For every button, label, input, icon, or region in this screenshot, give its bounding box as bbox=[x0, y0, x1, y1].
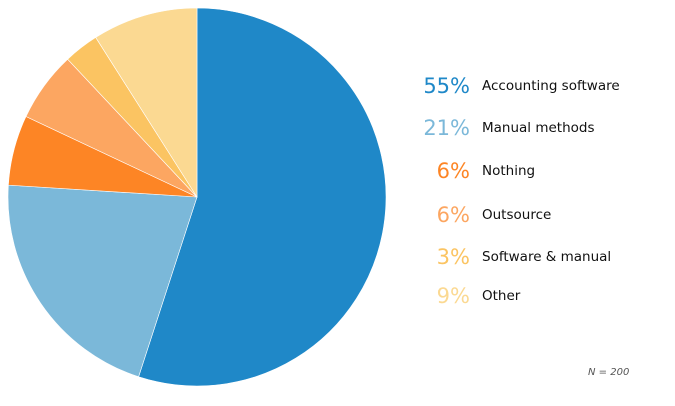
legend-value: 21% bbox=[423, 116, 470, 140]
legend-item-nothing: 6% Nothing bbox=[410, 157, 535, 185]
legend-label: Accounting software bbox=[482, 78, 620, 94]
legend-item-accounting-software: 55% Accounting software bbox=[410, 72, 620, 100]
legend-item-outsource: 6% Outsource bbox=[410, 201, 552, 229]
legend-item-manual-methods: 21% Manual methods bbox=[410, 114, 595, 142]
legend-value: 9% bbox=[436, 284, 470, 308]
legend-label: Manual methods bbox=[482, 120, 595, 136]
legend-value: 3% bbox=[436, 245, 470, 269]
sample-size-note: N = 200 bbox=[588, 367, 630, 378]
legend-item-other: 9% Other bbox=[410, 282, 521, 310]
legend: 55% Accounting software 21% Manual metho… bbox=[410, 0, 670, 406]
pie-slice-manual-methods bbox=[7, 184, 198, 378]
legend-label: Software & manual bbox=[482, 249, 612, 265]
pie-chart bbox=[7, 7, 387, 387]
legend-label: Nothing bbox=[482, 163, 536, 179]
legend-label: Other bbox=[482, 288, 521, 304]
legend-value: 6% bbox=[436, 203, 470, 227]
pie-slice-other bbox=[95, 7, 198, 199]
legend-value: 55% bbox=[423, 74, 470, 98]
legend-value: 6% bbox=[436, 159, 470, 183]
legend-label: Outsource bbox=[482, 207, 552, 223]
pie-slice-accounting-software bbox=[138, 7, 387, 387]
legend-item-software-and-manual: 3% Software & manual bbox=[410, 243, 612, 271]
